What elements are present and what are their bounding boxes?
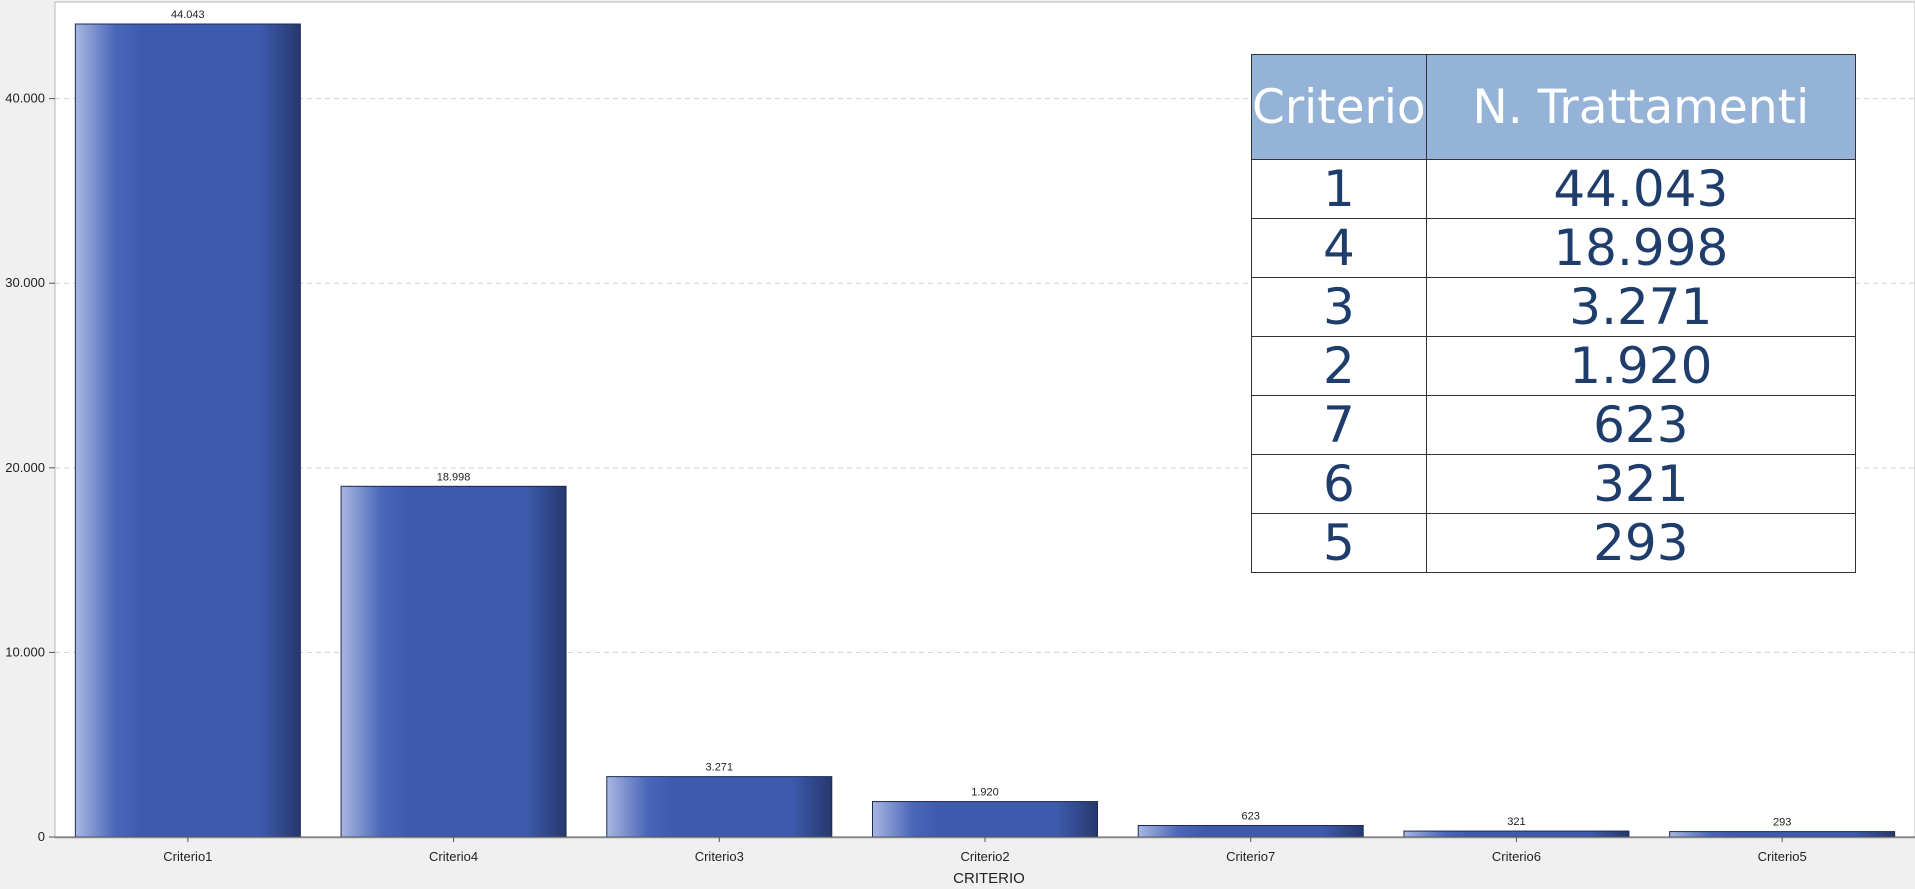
data-label: 321 xyxy=(1507,816,1525,828)
table-cell-count: 321 xyxy=(1425,454,1857,514)
table-cell-count: 1.920 xyxy=(1425,336,1857,396)
x-tick-label: Criterio2 xyxy=(960,849,1009,864)
table-cell-criterio: 4 xyxy=(1251,218,1427,278)
table-row: 4 18.998 xyxy=(1251,218,1857,278)
data-label: 293 xyxy=(1773,817,1791,829)
table-cell-count: 3.271 xyxy=(1425,277,1857,337)
data-label: 623 xyxy=(1242,810,1260,822)
table-cell-criterio: 2 xyxy=(1251,336,1427,396)
table-cell-count: 18.998 xyxy=(1425,218,1857,278)
table-cell-criterio: 5 xyxy=(1251,513,1427,573)
x-axis: Criterio1 Criterio4 Criterio3 Criterio2 Crit… xyxy=(55,836,1915,864)
bar-criterio3 xyxy=(606,776,833,838)
bar-criterio7 xyxy=(1137,824,1364,838)
x-tick-label: Criterio4 xyxy=(429,849,478,864)
x-tick-label: Criterio3 xyxy=(695,849,744,864)
data-label: 18.998 xyxy=(437,471,471,483)
table-row: 3 3.271 xyxy=(1251,277,1857,337)
data-label: 1.920 xyxy=(971,787,999,799)
y-tick-label: 10.000 xyxy=(5,644,45,659)
data-label: 3.271 xyxy=(706,762,734,774)
table-cell-criterio: 1 xyxy=(1251,159,1427,219)
x-tick-label: Criterio5 xyxy=(1758,849,1807,864)
table-row: 1 44.043 xyxy=(1251,159,1857,219)
header-criterio: Criterio xyxy=(1251,54,1427,160)
x-tick-label: Criterio7 xyxy=(1226,849,1275,864)
table-header-row: Criterio N. Trattamenti xyxy=(1251,54,1857,160)
bar-criterio6 xyxy=(1403,830,1630,838)
table-row: 7 623 xyxy=(1251,395,1857,455)
data-label: 44.043 xyxy=(171,9,205,21)
table-cell-criterio: 6 xyxy=(1251,454,1427,514)
summary-table: Criterio N. Trattamenti 1 44.043 4 18.99… xyxy=(1251,54,1857,573)
bar-criterio2 xyxy=(872,801,1098,838)
table-cell-count: 623 xyxy=(1425,395,1857,455)
x-tick-label: Criterio6 xyxy=(1492,849,1541,864)
y-axis: 0 10.000 20.000 30.000 40.000 xyxy=(5,91,55,844)
y-tick-label: 0 xyxy=(38,829,45,844)
bar-criterio4 xyxy=(340,485,567,838)
x-axis-title: CRITERIO xyxy=(953,870,1025,887)
bar-criterio5 xyxy=(1669,831,1896,838)
bar-criterio1 xyxy=(74,23,301,838)
table-cell-criterio: 7 xyxy=(1251,395,1427,455)
table-row: 5 293 xyxy=(1251,513,1857,573)
x-tick-label: Criterio1 xyxy=(163,849,212,864)
table-row: 6 321 xyxy=(1251,454,1857,514)
table-cell-count: 293 xyxy=(1425,513,1857,573)
table-cell-count: 44.043 xyxy=(1425,159,1857,219)
y-tick-label: 30.000 xyxy=(5,275,45,290)
table-row: 2 1.920 xyxy=(1251,336,1857,396)
y-tick-label: 20.000 xyxy=(5,460,45,475)
table-cell-criterio: 3 xyxy=(1251,277,1427,337)
y-tick-label: 40.000 xyxy=(5,91,45,106)
header-n-trattamenti: N. Trattamenti xyxy=(1425,54,1857,160)
